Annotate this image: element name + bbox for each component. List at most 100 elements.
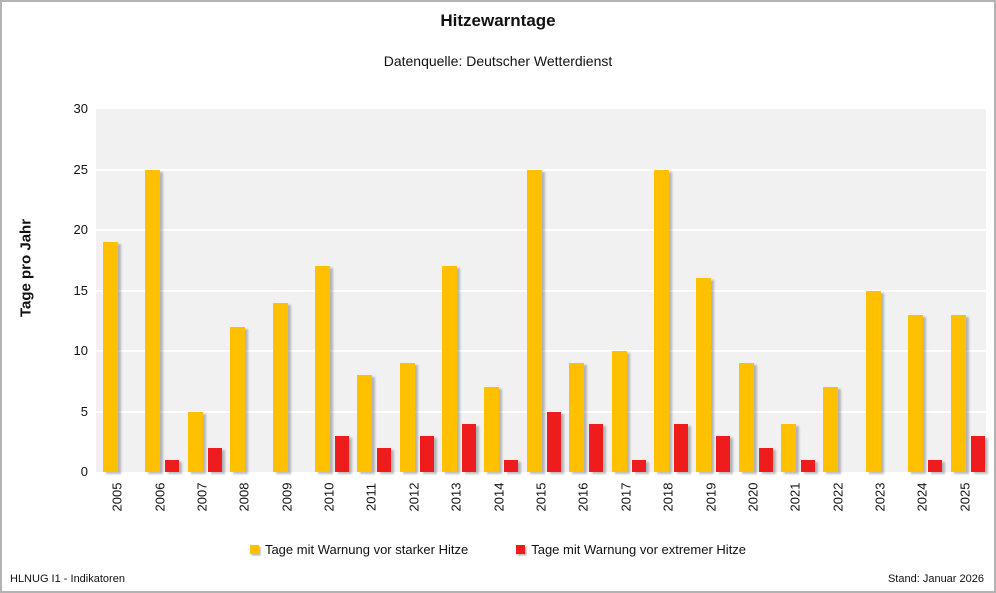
x-tick-label-2014: 2014 [491, 482, 507, 512]
bar-starker-hitze-2017 [611, 351, 627, 472]
bar-extremer-hitze-2020 [758, 447, 773, 472]
bar-starker-hitze-2011 [357, 375, 373, 472]
bar-starker-hitze-2015 [526, 169, 542, 472]
bar-starker-hitze-2023 [865, 290, 881, 472]
legend-label: Tage mit Warnung vor extremer Hitze [531, 542, 747, 557]
bar-group-2011 [350, 109, 392, 472]
x-tick-label-2021: 2021 [787, 482, 803, 512]
legend: Tage mit Warnung vor starker Hitze Tage m… [2, 542, 994, 557]
bar-starker-hitze-2016 [569, 363, 585, 472]
bar-group-2018 [647, 109, 689, 472]
bar-extremer-hitze-2010 [334, 435, 349, 472]
bar-group-2017 [605, 109, 647, 472]
bar-extremer-hitze-2025 [970, 435, 985, 472]
bar-starker-hitze-2021 [781, 423, 797, 472]
bar-starker-hitze-2008 [230, 326, 246, 472]
bar-starker-hitze-2020 [738, 363, 754, 472]
bar-extremer-hitze-2013 [462, 423, 477, 472]
bar-starker-hitze-2007 [187, 411, 203, 472]
bar-group-2007 [181, 109, 223, 472]
legend-swatch-icon [249, 545, 259, 554]
bar-group-2006 [138, 109, 180, 472]
bar-starker-hitze-2012 [399, 363, 415, 472]
bar-extremer-hitze-2012 [419, 435, 434, 472]
bar-starker-hitze-2022 [823, 387, 839, 472]
legend-item-starker-hitze: Tage mit Warnung vor starker Hitze [249, 542, 469, 557]
bar-extremer-hitze-2015 [546, 411, 561, 472]
footer-left: HLNUG I1 - Indikatoren [10, 573, 125, 585]
bar-group-2022 [816, 109, 858, 472]
bar-group-2010 [308, 109, 350, 472]
x-tick-label-2019: 2019 [703, 482, 719, 512]
legend-item-extremer-hitze: Tage mit Warnung vor extremer Hitze [516, 542, 746, 557]
x-tick-label-2012: 2012 [406, 482, 422, 512]
bar-group-2015 [520, 109, 562, 472]
legend-label: Tage mit Warnung vor starker Hitze [264, 542, 469, 557]
x-tick-label-2016: 2016 [575, 482, 591, 512]
x-tick-label-2017: 2017 [618, 482, 634, 512]
bar-starker-hitze-2013 [442, 266, 458, 472]
x-tick-label-2007: 2007 [194, 482, 210, 512]
y-tick-label: 0 [80, 464, 88, 479]
bar-extremer-hitze-2007 [207, 447, 222, 472]
y-tick-label: 30 [73, 101, 88, 116]
bar-extremer-hitze-2014 [504, 459, 519, 472]
bar-group-2019 [689, 109, 731, 472]
x-tick-label-2018: 2018 [660, 482, 676, 512]
x-tick-label-2024: 2024 [914, 482, 930, 512]
bar-group-2021 [774, 109, 816, 472]
bar-group-2013 [435, 109, 477, 472]
y-tick-label: 25 [73, 161, 88, 177]
x-tick-label-2006: 2006 [152, 482, 168, 512]
plot-area [96, 109, 986, 472]
bar-extremer-hitze-2011 [377, 447, 392, 472]
bar-extremer-hitze-2024 [928, 459, 943, 472]
x-tick-label-2025: 2025 [957, 482, 973, 512]
y-tick-label: 5 [80, 403, 88, 419]
y-tick-label: 15 [73, 282, 88, 298]
bar-starker-hitze-2010 [314, 266, 330, 472]
bar-starker-hitze-2005 [103, 242, 118, 472]
x-tick-label-2015: 2015 [533, 482, 549, 512]
bar-starker-hitze-2009 [272, 302, 288, 472]
bar-starker-hitze-2018 [653, 169, 669, 472]
bar-starker-hitze-2019 [696, 278, 712, 472]
x-tick-label-2011: 2011 [363, 483, 379, 511]
chart-subtitle: Datenquelle: Deutscher Wetterdienst [383, 53, 613, 69]
bar-extremer-hitze-2017 [631, 459, 646, 472]
x-tick-label-2009: 2009 [279, 482, 295, 512]
x-tick-label-2005: 2005 [109, 482, 125, 512]
bar-group-2024 [901, 109, 943, 472]
footer-right: Stand: Januar 2026 [887, 573, 984, 585]
x-tick-label-2008: 2008 [236, 482, 252, 512]
x-tick-label-2010: 2010 [321, 482, 337, 512]
bar-group-2014 [477, 109, 519, 472]
x-tick-label-2023: 2023 [872, 482, 888, 512]
bar-extremer-hitze-2018 [673, 423, 688, 472]
bar-starker-hitze-2006 [145, 169, 161, 472]
legend-swatch-icon [516, 545, 526, 554]
bar-group-2012 [393, 109, 435, 472]
bar-starker-hitze-2024 [908, 314, 924, 472]
bar-extremer-hitze-2016 [589, 423, 604, 472]
bar-extremer-hitze-2019 [716, 435, 731, 472]
bar-group-2008 [223, 109, 265, 472]
bar-starker-hitze-2014 [484, 387, 500, 472]
bar-group-2009 [266, 109, 308, 472]
x-tick-label-2022: 2022 [830, 482, 846, 512]
x-tick-label-2013: 2013 [448, 482, 464, 512]
bar-extremer-hitze-2006 [165, 459, 180, 472]
bar-starker-hitze-2025 [950, 314, 966, 472]
bar-group-2023 [859, 109, 901, 472]
y-tick-label: 20 [73, 222, 88, 237]
chart-title: Hitzewarntage [440, 11, 556, 30]
bar-group-2016 [562, 109, 604, 472]
bar-extremer-hitze-2021 [801, 459, 816, 472]
bar-group-2025 [944, 109, 986, 472]
bar-group-2005 [96, 109, 138, 472]
bar-group-2020 [732, 109, 774, 472]
x-tick-label-2020: 2020 [745, 482, 761, 512]
